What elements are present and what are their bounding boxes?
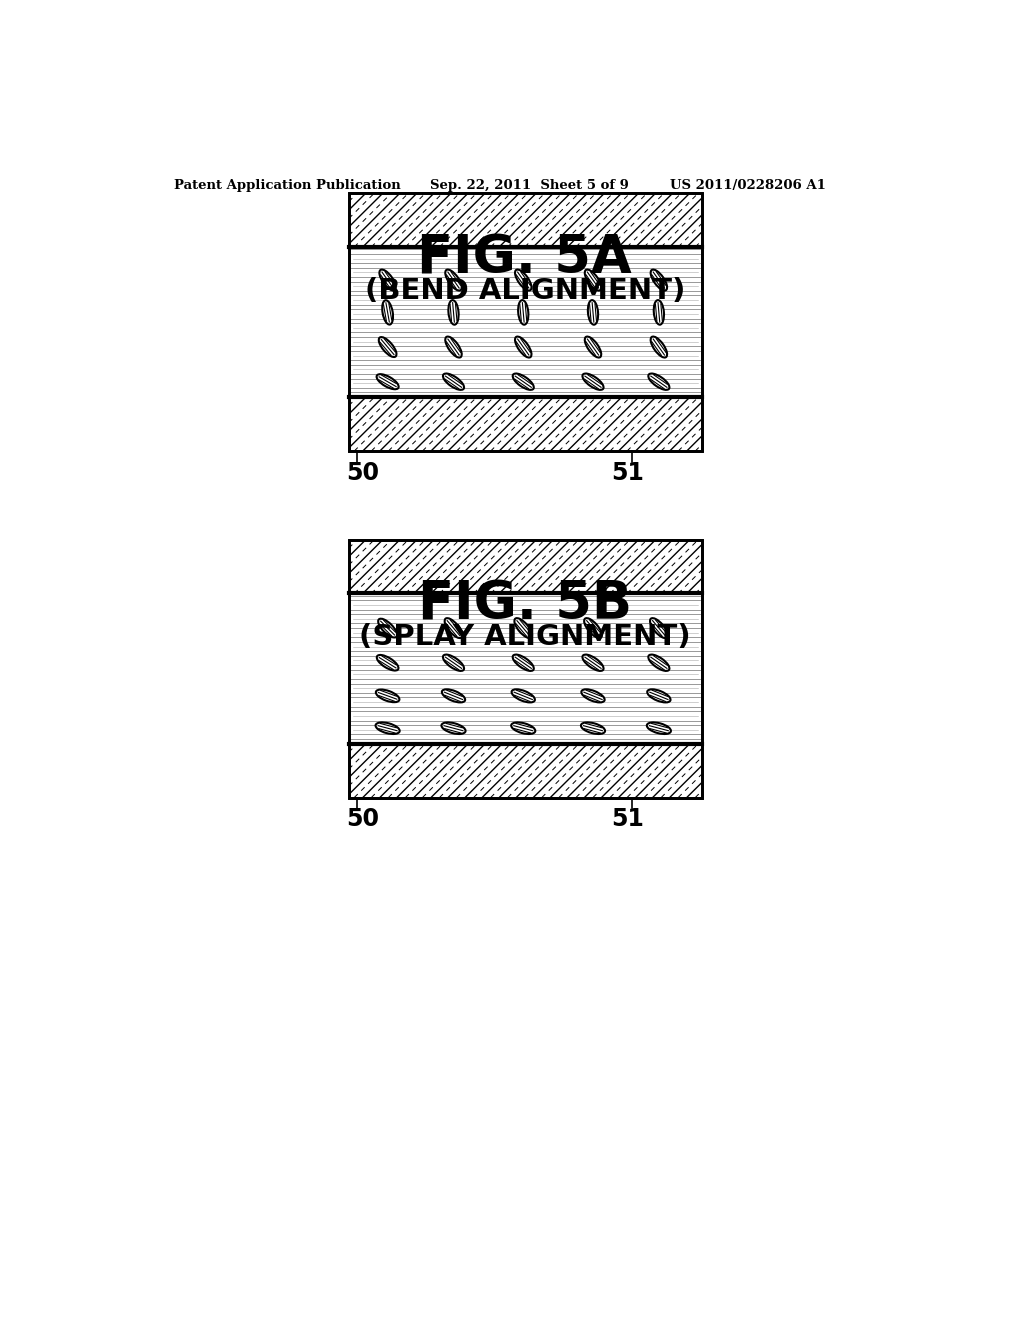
Bar (349, 397, 701, 451)
Text: 50: 50 (346, 807, 379, 832)
Ellipse shape (449, 300, 459, 325)
Ellipse shape (441, 689, 465, 702)
Ellipse shape (376, 689, 399, 702)
Bar (349, 743, 701, 797)
Ellipse shape (380, 269, 396, 290)
Ellipse shape (514, 618, 532, 638)
Ellipse shape (382, 300, 393, 325)
Ellipse shape (515, 337, 531, 358)
Ellipse shape (376, 722, 399, 734)
Bar (349, 193, 701, 247)
Text: Patent Application Publication: Patent Application Publication (174, 178, 401, 191)
Ellipse shape (585, 337, 601, 358)
Text: 51: 51 (611, 807, 644, 832)
Bar (349, 594, 701, 743)
Ellipse shape (379, 337, 396, 356)
Ellipse shape (444, 618, 463, 638)
Text: (BEND ALIGNMENT): (BEND ALIGNMENT) (365, 277, 685, 305)
Ellipse shape (588, 300, 598, 325)
Ellipse shape (583, 374, 603, 389)
Bar (349, 540, 701, 594)
Ellipse shape (445, 269, 462, 290)
Ellipse shape (518, 300, 528, 325)
Bar (349, 247, 701, 397)
Ellipse shape (584, 618, 602, 638)
Text: 51: 51 (611, 461, 644, 484)
Ellipse shape (513, 655, 534, 671)
Text: 50: 50 (346, 461, 379, 484)
Bar (349, 193, 701, 247)
Ellipse shape (512, 689, 535, 702)
Ellipse shape (581, 722, 605, 734)
Ellipse shape (648, 655, 670, 671)
Text: US 2011/0228206 A1: US 2011/0228206 A1 (671, 178, 826, 191)
Text: Sep. 22, 2011  Sheet 5 of 9: Sep. 22, 2011 Sheet 5 of 9 (430, 178, 629, 191)
Bar (349, 397, 701, 451)
Bar (349, 743, 701, 797)
Ellipse shape (650, 269, 667, 290)
Ellipse shape (647, 689, 671, 702)
Ellipse shape (377, 374, 398, 389)
Ellipse shape (582, 689, 604, 702)
Text: FIG. 5A: FIG. 5A (418, 232, 632, 285)
Ellipse shape (583, 655, 603, 671)
Ellipse shape (648, 374, 670, 389)
Text: (SPLAY ALIGNMENT): (SPLAY ALIGNMENT) (359, 623, 690, 651)
Ellipse shape (650, 618, 668, 638)
Ellipse shape (515, 269, 531, 290)
Ellipse shape (513, 374, 534, 389)
Text: FIG. 5B: FIG. 5B (418, 579, 632, 631)
Ellipse shape (441, 722, 466, 734)
Bar (349, 540, 701, 797)
Ellipse shape (445, 337, 462, 358)
Bar (349, 193, 701, 451)
Ellipse shape (511, 722, 536, 734)
Ellipse shape (585, 269, 601, 290)
Ellipse shape (650, 337, 667, 358)
Ellipse shape (653, 300, 664, 325)
Bar (349, 540, 701, 594)
Ellipse shape (443, 374, 464, 389)
Ellipse shape (377, 655, 398, 671)
Ellipse shape (443, 655, 464, 671)
Ellipse shape (647, 722, 671, 734)
Ellipse shape (378, 619, 397, 638)
